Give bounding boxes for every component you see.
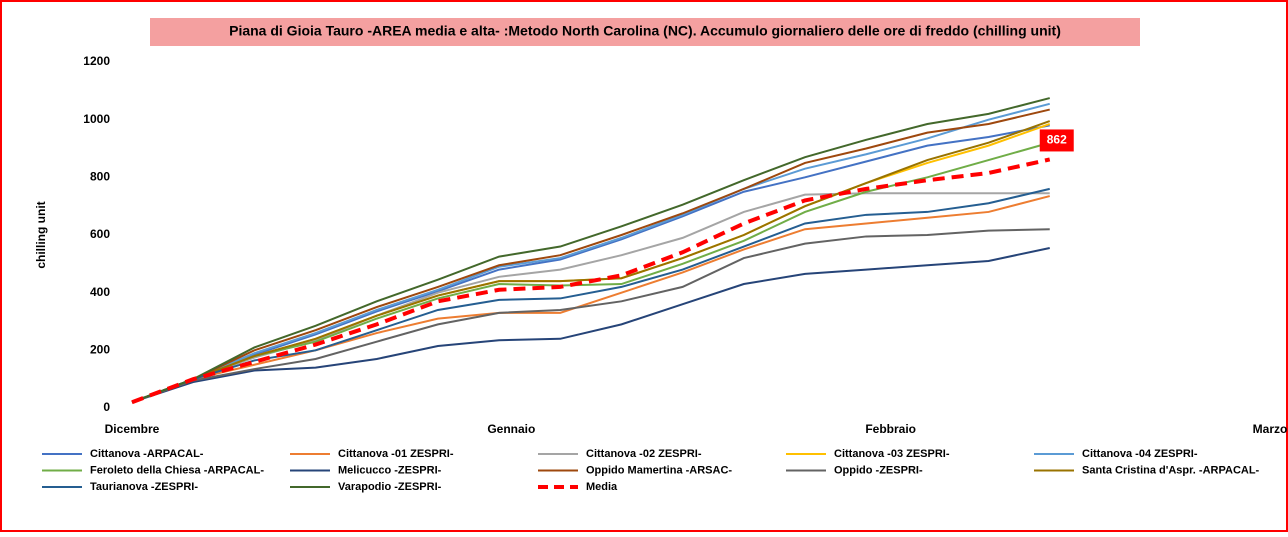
series-line: [131, 228, 1050, 404]
y-tick-label: 0: [103, 400, 110, 414]
y-tick-label: 1200: [83, 54, 110, 68]
data-label-box: [1039, 129, 1074, 152]
series-line: [131, 102, 1050, 404]
y-axis-label: chilling unit: [34, 201, 48, 268]
legend-label: Cittanova -01 ZESPRI-: [338, 448, 454, 460]
legend-label: Oppido -ZESPRI-: [834, 464, 923, 476]
series-line: [131, 246, 1050, 404]
legend-label: Cittanova -02 ZESPRI-: [586, 448, 702, 460]
x-tick-label: Febbraio: [865, 422, 916, 436]
series-line: [131, 195, 1050, 404]
y-tick-label: 400: [90, 285, 110, 299]
legend-label: Cittanova -04 ZESPRI-: [1082, 448, 1198, 460]
x-tick-label: Marzo: [1253, 422, 1288, 436]
x-tick-label: Gennaio: [487, 422, 535, 436]
x-tick-label: Dicembre: [105, 422, 160, 436]
legend-label: Feroleto della Chiesa -ARPACAL-: [90, 464, 264, 476]
series-line: [131, 108, 1050, 404]
title-box: [150, 18, 1140, 46]
series-line: [131, 124, 1050, 404]
legend-label: Varapodio -ZESPRI-: [338, 481, 442, 493]
legend-label: Taurianova -ZESPRI-: [90, 481, 198, 493]
y-tick-label: 600: [90, 227, 110, 241]
legend-label: Melicucco -ZESPRI-: [338, 464, 442, 476]
series-line: [131, 187, 1050, 404]
legend-label: Oppido Mamertina -ARSAC-: [586, 464, 732, 476]
legend-label: Media: [586, 481, 618, 493]
y-tick-label: 800: [90, 170, 110, 184]
series-line: [131, 157, 1051, 405]
y-tick-label: 1000: [83, 112, 110, 126]
chart-title: Piana di Gioia Tauro -AREA media e alta-…: [229, 23, 1061, 39]
legend-label: Cittanova -03 ZESPRI-: [834, 448, 950, 460]
legend: Cittanova -ARPACAL- Cittanova -01 ZESPRI-…: [42, 448, 1260, 493]
legend-label: Santa Cristina d'Aspr. -ARPACAL-: [1082, 464, 1260, 476]
series-line: [131, 97, 1050, 404]
legend-label: Cittanova -ARPACAL-: [90, 448, 204, 460]
y-tick-label: 200: [90, 343, 110, 357]
data-label: 862: [1047, 133, 1067, 147]
